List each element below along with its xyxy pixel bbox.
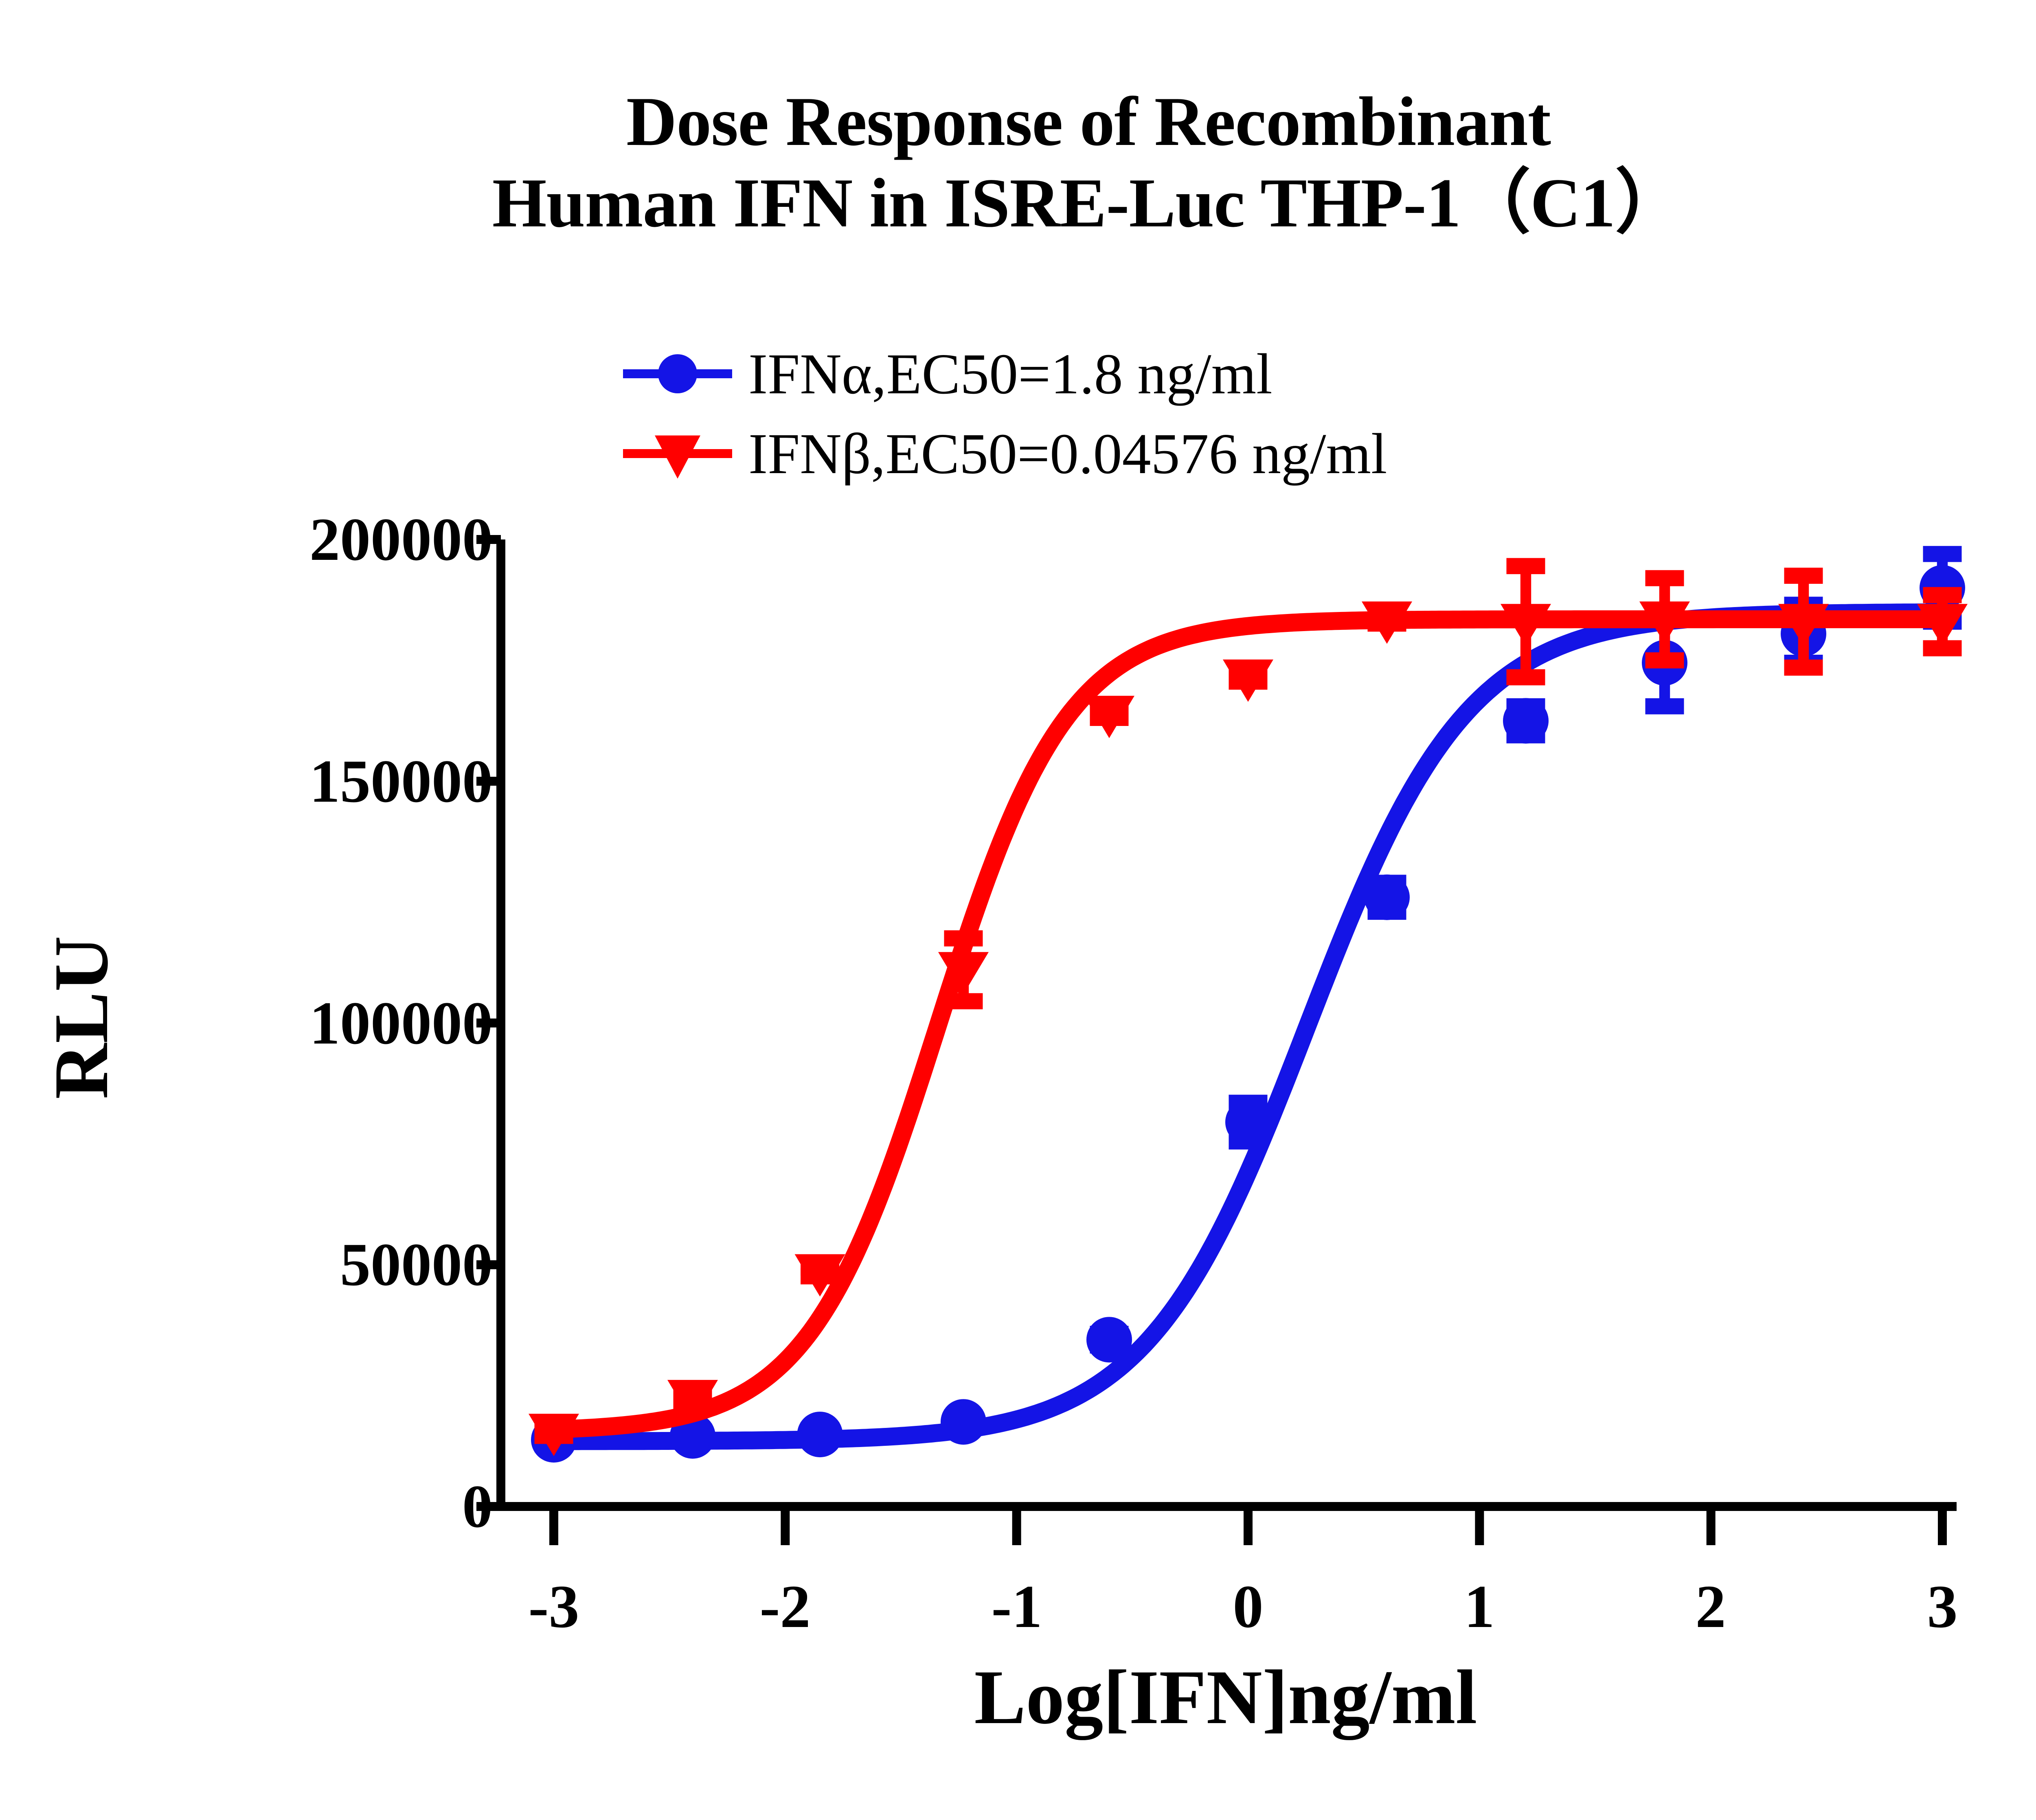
data-point-marker[interactable] <box>797 1412 843 1458</box>
axis-lines <box>476 535 1957 1545</box>
x-axis-title: Log[IFN]ng/ml <box>974 1655 1477 1740</box>
y-tick-label: 200000 <box>309 506 493 573</box>
x-tick-label: -3 <box>528 1573 579 1640</box>
x-tick-label: -2 <box>759 1573 811 1640</box>
title-line-2: Human IFN in ISRE-Luc THP-1（C1） <box>492 164 1685 242</box>
legend-label-ifn-beta: IFNβ,EC50=0.04576 ng/ml <box>748 421 1387 486</box>
x-tick-label: 3 <box>1927 1573 1958 1640</box>
data-point-marker[interactable] <box>1364 874 1410 920</box>
y-axis-tick-labels: 200000 150000 100000 50000 0 <box>171 0 493 1820</box>
x-tick-label: -1 <box>991 1573 1042 1640</box>
page-title: Dose Response of Recombinant Human IFN i… <box>0 81 2036 244</box>
data-point-marker[interactable] <box>938 952 989 995</box>
data-point-marker[interactable] <box>1084 695 1134 738</box>
y-tick-label: 50000 <box>340 1231 493 1298</box>
legend-label-ifn-alpha: IFNα,EC50=1.8 ng/ml <box>748 342 1272 406</box>
data-point-marker[interactable] <box>1223 659 1273 702</box>
x-tick-label: 0 <box>1233 1573 1264 1640</box>
data-point-marker[interactable] <box>529 1414 579 1456</box>
data-point-marker[interactable] <box>1225 1099 1271 1145</box>
series-layer <box>529 546 1968 1463</box>
data-point-marker[interactable] <box>940 1399 986 1445</box>
data-point-marker[interactable] <box>1501 604 1551 647</box>
x-axis-tick-labels: -3 -2 -1 0 1 2 3 <box>0 1572 2036 1661</box>
chart-legend: IFNα,EC50=1.8 ng/ml IFNβ,EC50=0.04576 ng… <box>623 334 1845 493</box>
data-point-marker[interactable] <box>667 1380 718 1423</box>
y-tick-label: 150000 <box>309 748 493 815</box>
data-point-marker[interactable] <box>1639 601 1690 644</box>
series-ifn-beta <box>529 558 1968 1456</box>
data-point-marker[interactable] <box>1917 604 1968 647</box>
legend-marker-circle-icon <box>623 341 732 406</box>
x-tick-label: 1 <box>1464 1573 1495 1640</box>
title-line-1: Dose Response of Recombinant <box>626 83 1551 160</box>
data-point-marker[interactable] <box>1362 601 1412 644</box>
fit-curve <box>545 610 1951 1438</box>
data-point-marker[interactable] <box>1086 1317 1132 1363</box>
x-tick-label: 2 <box>1695 1573 1726 1640</box>
legend-item-ifn-alpha[interactable]: IFNα,EC50=1.8 ng/ml <box>623 334 1845 414</box>
legend-item-ifn-beta[interactable]: IFNβ,EC50=0.04576 ng/ml <box>623 414 1845 493</box>
data-point-marker[interactable] <box>794 1254 845 1297</box>
data-point-marker[interactable] <box>1503 698 1549 744</box>
y-tick-label: 100000 <box>309 989 493 1057</box>
fit-curve <box>545 603 1951 1450</box>
data-point-marker[interactable] <box>1778 604 1829 647</box>
legend-marker-triangle-down-icon <box>623 421 732 486</box>
